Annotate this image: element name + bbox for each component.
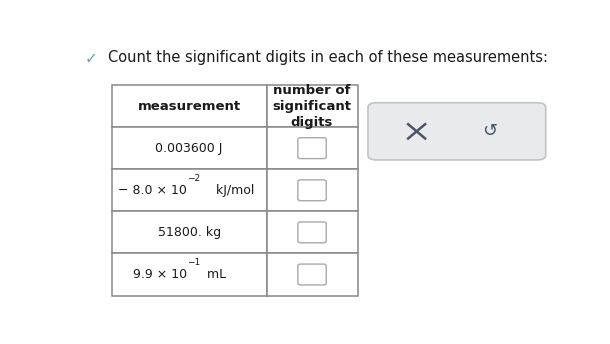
Bar xyxy=(267,85,357,127)
Text: mL: mL xyxy=(203,268,226,281)
Bar xyxy=(112,85,267,127)
FancyBboxPatch shape xyxy=(298,180,326,201)
FancyBboxPatch shape xyxy=(298,264,326,285)
Text: ↺: ↺ xyxy=(483,122,498,140)
Text: 9.9 × 10: 9.9 × 10 xyxy=(132,268,187,281)
Text: −1: −1 xyxy=(187,258,200,267)
Text: 51800. kg: 51800. kg xyxy=(157,226,221,239)
Bar xyxy=(267,127,357,169)
Text: measurement: measurement xyxy=(138,99,241,112)
Text: ✓: ✓ xyxy=(85,51,98,66)
Text: number of
significant
digits: number of significant digits xyxy=(273,84,351,129)
Bar xyxy=(112,169,267,211)
FancyBboxPatch shape xyxy=(298,138,326,159)
Bar xyxy=(112,211,267,254)
Text: Count the significant digits in each of these measurements:: Count the significant digits in each of … xyxy=(109,50,548,65)
Bar xyxy=(267,254,357,295)
Bar xyxy=(112,254,267,295)
Bar xyxy=(112,127,267,169)
Text: kJ/mol: kJ/mol xyxy=(212,184,254,197)
Text: − 8.0 × 10: − 8.0 × 10 xyxy=(118,184,187,197)
Text: 0.003600 J: 0.003600 J xyxy=(156,142,223,155)
FancyBboxPatch shape xyxy=(298,222,326,243)
FancyBboxPatch shape xyxy=(368,103,546,160)
Bar xyxy=(267,211,357,254)
Bar xyxy=(267,169,357,211)
Text: −2: −2 xyxy=(187,174,200,183)
